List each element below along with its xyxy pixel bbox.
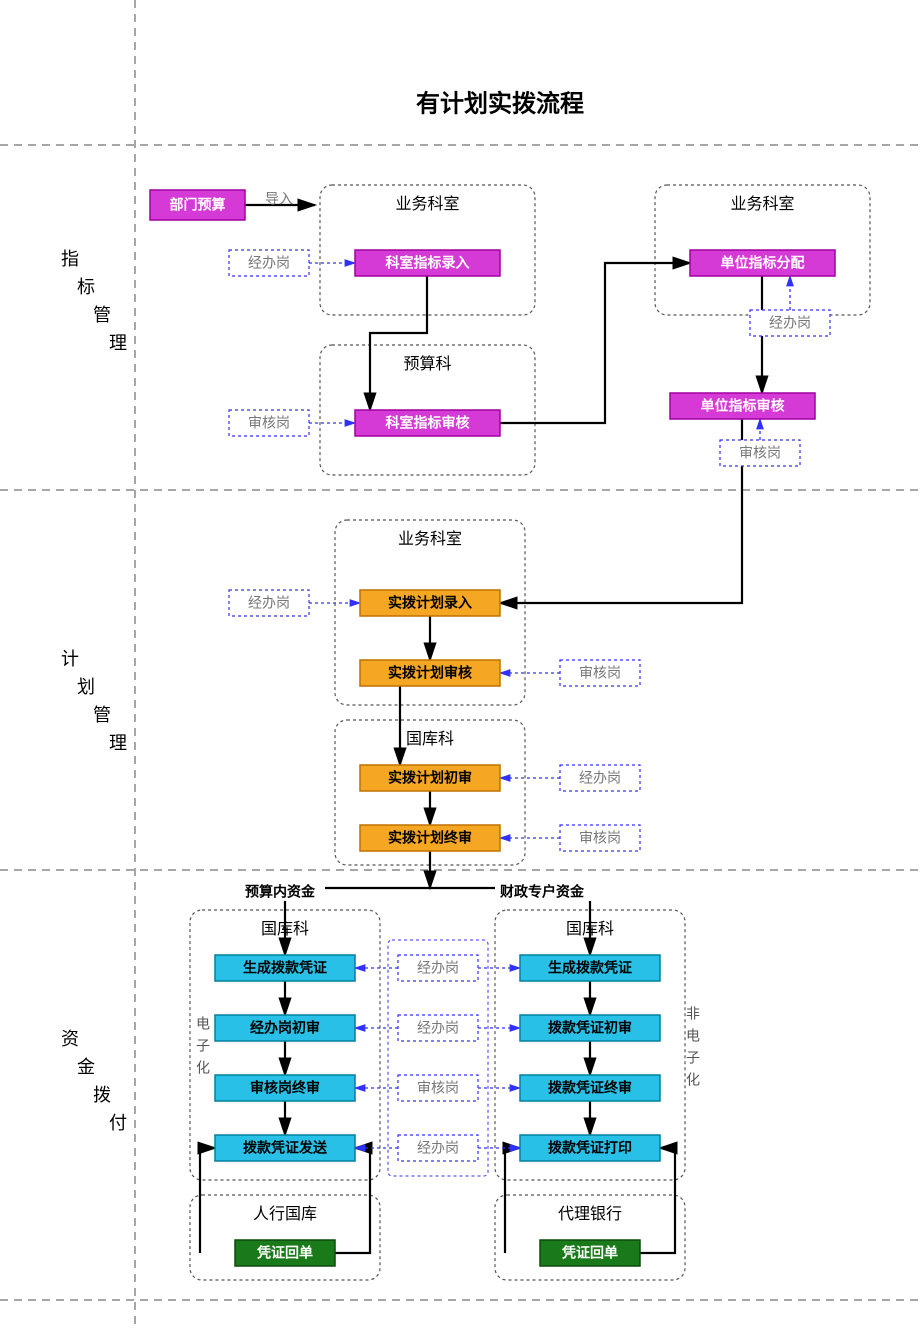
role-label: 经办岗 (417, 1020, 459, 1036)
section-label: 管 (93, 705, 111, 725)
role-label: 审核岗 (739, 445, 781, 461)
role-label: 经办岗 (417, 1140, 459, 1156)
section-label: 管 (93, 305, 111, 325)
branch-label: 财政专户资金 (499, 884, 585, 900)
branch-label: 预算内资金 (245, 884, 316, 900)
section-label: 计 (61, 649, 79, 669)
node-label: 实拨计划录入 (388, 595, 472, 611)
node-label: 经办岗初审 (250, 1020, 320, 1036)
role-label: 经办岗 (769, 315, 811, 331)
node-label: 实拨计划审核 (388, 665, 472, 681)
node-label: 拨款凭证打印 (548, 1140, 632, 1156)
flowchart-root: 有计划实拨流程指标管理计划管理资金拨付业务科室业务科室预算科业务科室国库科国库科… (0, 0, 920, 1329)
group-title: 业务科室 (730, 195, 794, 213)
section-label: 划 (77, 677, 95, 697)
side-label: 化 (686, 1072, 700, 1088)
side-label: 非 (686, 1006, 700, 1022)
role-label: 经办岗 (579, 770, 621, 786)
node-label: 审核岗终审 (250, 1080, 320, 1096)
node-label: 科室指标审核 (386, 415, 470, 431)
node-label: 科室指标录入 (386, 255, 470, 271)
section-label: 指 (61, 249, 79, 269)
group-title: 国库科 (406, 730, 454, 748)
side-label: 电 (196, 1016, 210, 1032)
section-label: 标 (77, 277, 95, 297)
node-label: 凭证回单 (256, 1245, 313, 1261)
role-label: 审核岗 (248, 415, 290, 431)
node-label: 单位指标审核 (701, 398, 785, 414)
group-title: 业务科室 (398, 530, 462, 548)
node-label: 实拨计划初审 (388, 770, 472, 786)
role-label: 经办岗 (417, 960, 459, 976)
chart-title: 有计划实拨流程 (416, 89, 584, 117)
group-title: 业务科室 (395, 195, 459, 213)
section-label: 拨 (93, 1085, 111, 1105)
node-label: 实拨计划终审 (388, 830, 472, 846)
import-label: 导入 (265, 191, 293, 207)
role-label: 审核岗 (579, 665, 621, 681)
group-title: 人行国库 (253, 1205, 317, 1223)
node-label: 拨款凭证终审 (548, 1080, 632, 1096)
side-label: 子 (686, 1050, 700, 1066)
role-label: 审核岗 (579, 830, 621, 846)
role-label: 审核岗 (417, 1080, 459, 1096)
node-label: 单位指标分配 (721, 255, 805, 271)
node-label: 生成拨款凭证 (548, 960, 632, 976)
section-label: 理 (109, 733, 127, 753)
role-label: 经办岗 (248, 595, 290, 611)
node-label: 凭证回单 (561, 1245, 618, 1261)
side-label: 电 (686, 1028, 700, 1044)
side-label: 子 (196, 1038, 210, 1054)
node-label: 拨款凭证发送 (243, 1140, 328, 1156)
side-label: 化 (196, 1060, 210, 1076)
group-title: 预算科 (403, 354, 451, 373)
node-label: 部门预算 (170, 197, 226, 213)
node-label: 生成拨款凭证 (243, 960, 327, 976)
group-title: 代理银行 (558, 1205, 622, 1223)
section-label: 资 (61, 1029, 79, 1049)
role-label: 经办岗 (248, 255, 290, 271)
section-label: 理 (109, 333, 127, 353)
section-label: 金 (77, 1057, 95, 1077)
section-label: 付 (109, 1113, 127, 1133)
node-label: 拨款凭证初审 (548, 1020, 632, 1036)
